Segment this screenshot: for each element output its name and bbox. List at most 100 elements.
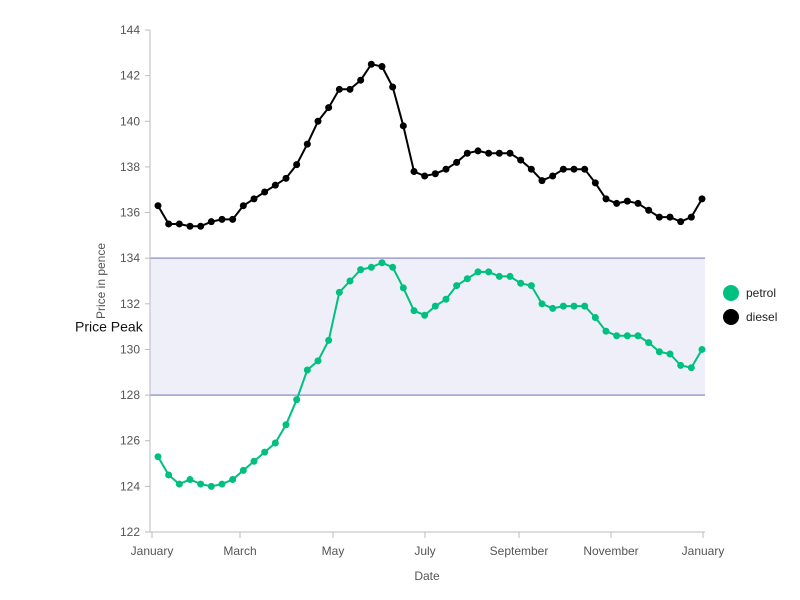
diesel-point: [186, 222, 194, 230]
y-tick-label: 136: [120, 206, 140, 220]
y-tick-label: 130: [120, 342, 140, 356]
diesel-point: [517, 156, 525, 164]
series: [154, 60, 706, 490]
petrol-point: [154, 453, 162, 461]
petrol-point: [293, 396, 301, 404]
petrol-point: [389, 263, 397, 271]
diesel-point: [463, 149, 471, 157]
petrol-point: [495, 272, 503, 280]
diesel-point: [165, 220, 173, 228]
petrol-point: [581, 302, 589, 310]
petrol-point: [175, 480, 183, 488]
y-tick-label: 144: [120, 23, 140, 37]
y-tick-label: 122: [120, 525, 140, 539]
diesel-point: [218, 215, 226, 223]
diesel-point: [527, 165, 535, 173]
petrol-point: [442, 295, 450, 303]
diesel-point: [559, 165, 567, 173]
petrol-point: [197, 480, 205, 488]
petrol-point: [591, 314, 599, 322]
petrol-point: [453, 282, 461, 290]
petrol-point: [655, 348, 663, 356]
diesel-point: [591, 179, 599, 187]
petrol-point: [229, 476, 237, 484]
petrol-legend-marker: [723, 285, 739, 301]
y-axis-ticks: 122 124 126 128 130 132 134 136 138 140 142 144: [120, 23, 150, 539]
petrol-point: [399, 284, 407, 292]
diesel-point: [687, 213, 695, 221]
y-tick-label: 140: [120, 114, 140, 128]
diesel-point: [239, 202, 247, 210]
price-peak-band-area: [150, 258, 705, 396]
y-tick-label: 124: [120, 479, 140, 493]
petrol-point: [303, 366, 311, 374]
diesel-point: [325, 104, 333, 112]
petrol-point: [186, 476, 194, 484]
petrol-legend-label: petrol: [746, 286, 776, 300]
petrol-point: [666, 350, 674, 358]
diesel-point: [655, 213, 663, 221]
petrol-point: [346, 277, 354, 285]
diesel-point: [431, 170, 439, 178]
petrol-point: [367, 263, 375, 271]
petrol-point: [325, 336, 333, 344]
petrol-point: [410, 307, 418, 315]
diesel-point: [229, 215, 237, 223]
petrol-point: [207, 482, 215, 490]
diesel-point: [378, 63, 386, 71]
diesel-point: [666, 213, 674, 221]
petrol-point: [421, 311, 429, 319]
petrol-point: [431, 302, 439, 310]
diesel-point: [357, 76, 365, 84]
y-tick-label: 126: [120, 434, 140, 448]
petrol-point: [239, 466, 247, 474]
diesel-point: [549, 172, 557, 180]
x-tick-label: September: [490, 544, 549, 558]
petrol-point: [549, 304, 557, 312]
diesel-point: [613, 199, 621, 207]
petrol-point: [677, 361, 685, 369]
x-axis-ticks: January March May July September November Janu…: [131, 532, 724, 558]
legend: petrol diesel: [723, 285, 777, 325]
petrol-point: [613, 332, 621, 340]
y-tick-label: 138: [120, 160, 140, 174]
diesel-point: [175, 220, 183, 228]
diesel-point: [154, 202, 162, 210]
petrol-point: [485, 268, 493, 276]
y-axis-title: Price in pence: [94, 243, 108, 319]
diesel-point: [453, 158, 461, 166]
diesel-line: [157, 63, 703, 228]
petrol-point: [506, 272, 514, 280]
diesel-point: [581, 165, 589, 173]
petrol-point: [165, 471, 173, 479]
diesel-point: [485, 149, 493, 157]
diesel-point: [645, 206, 653, 214]
petrol-point: [271, 439, 279, 447]
diesel-point: [207, 218, 215, 226]
diesel-point: [367, 60, 375, 68]
petrol-point: [570, 302, 578, 310]
petrol-point: [335, 288, 343, 296]
petrol-point: [314, 357, 322, 365]
x-tick-label: May: [322, 544, 345, 558]
diesel-point: [197, 222, 205, 230]
x-tick-label: July: [414, 544, 435, 558]
y-tick-label: 134: [120, 251, 140, 265]
diesel-point: [474, 147, 482, 155]
diesel-point: [538, 177, 546, 185]
diesel-point: [602, 195, 610, 203]
petrol-point: [698, 345, 706, 353]
diesel-point: [634, 199, 642, 207]
diesel-point: [442, 165, 450, 173]
diesel-point: [293, 161, 301, 169]
diesel-point: [303, 140, 311, 148]
petrol-point: [282, 421, 290, 429]
petrol-point: [218, 480, 226, 488]
diesel-point: [506, 149, 514, 157]
diesel-point: [346, 85, 354, 93]
x-tick-label: March: [223, 544, 256, 558]
petrol-point: [517, 279, 525, 287]
petrol-point: [474, 268, 482, 276]
x-tick-label: November: [583, 544, 638, 558]
